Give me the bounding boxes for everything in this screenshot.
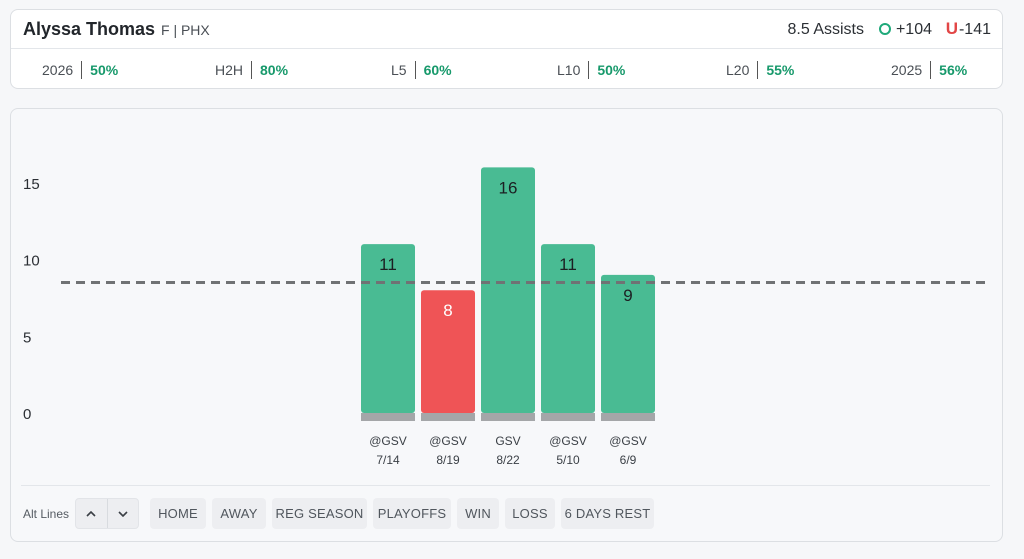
filter-loss-button[interactable]: LOSS: [505, 498, 555, 529]
stat-h2h[interactable]: H2H 80%: [215, 61, 288, 79]
bar-value-label: 11: [379, 255, 397, 274]
x-tick-date: 6/9: [620, 453, 637, 467]
stat-label: 2026: [42, 62, 74, 78]
x-tick-opponent: @GSV: [369, 434, 407, 448]
filter-days-rest-button[interactable]: 6 DAYS REST: [561, 498, 654, 529]
bar-base: [481, 413, 535, 421]
filter-reg-season-button[interactable]: REG SEASON: [272, 498, 367, 529]
divider: [930, 61, 932, 79]
stat-2026[interactable]: 2026 50%: [42, 61, 118, 79]
divider: [21, 485, 990, 486]
alt-line-down-button[interactable]: [106, 499, 138, 528]
bar: [421, 290, 475, 413]
filter-away-button[interactable]: AWAY: [212, 498, 266, 529]
stat-2025[interactable]: 2025 56%: [891, 61, 967, 79]
stat-value: 56%: [939, 62, 968, 78]
divider: [588, 61, 590, 79]
stat-label: L20: [726, 62, 750, 78]
bar-base: [421, 413, 475, 421]
over-odds[interactable]: +104: [895, 21, 932, 38]
y-tick-label: 0: [23, 406, 31, 423]
prop-line-label: 8.5 Assists: [787, 21, 864, 38]
filter-win-button[interactable]: WIN: [457, 498, 499, 529]
bar-value-label: 11: [559, 255, 577, 274]
stat-value: 60%: [423, 62, 452, 78]
bar: [601, 274, 655, 413]
bar: [481, 167, 535, 413]
alt-lines-label: Alt Lines: [23, 507, 70, 521]
bar-value-label: 9: [623, 286, 632, 305]
divider: [81, 61, 83, 79]
divider: [414, 61, 416, 79]
alt-line-up-button[interactable]: [76, 499, 107, 528]
stat-label: H2H: [215, 62, 244, 78]
filter-home-button[interactable]: HOME: [150, 498, 206, 529]
stat-value: 50%: [597, 62, 626, 78]
stat-label: 2025: [891, 62, 923, 78]
bar-value-label: 16: [499, 178, 518, 197]
under-odds[interactable]: -141: [958, 21, 991, 38]
x-tick-opponent: GSV: [495, 434, 520, 448]
alt-lines-stepper: [75, 498, 139, 529]
x-tick-date: 8/22: [496, 453, 520, 467]
x-tick-date: 5/10: [556, 453, 580, 467]
divider: [757, 61, 759, 79]
y-tick-label: 10: [23, 253, 40, 270]
stat-label: L5: [391, 62, 407, 78]
hit-rate-row: 2026 50% H2H 80% L5 60% L10 50% L20 55% …: [11, 50, 1002, 89]
y-tick-label: 15: [23, 176, 40, 193]
player-position-team: F | PHX: [161, 22, 210, 38]
bar-base: [541, 413, 595, 421]
prop-header: Alyssa Thomas F | PHX 8.5 Assists +104 U…: [11, 10, 1002, 49]
stat-value: 80%: [260, 62, 289, 78]
stat-value: 50%: [90, 62, 119, 78]
filter-playoffs-button[interactable]: PLAYOFFS: [373, 498, 451, 529]
divider: [251, 61, 253, 79]
bar: [361, 244, 415, 413]
prop-header-card: Alyssa Thomas F | PHX 8.5 Assists +104 U…: [10, 9, 1003, 89]
filter-bar: Alt Lines HOME AWAY REG SEASON PLAYOFFS …: [11, 485, 1002, 542]
x-tick-date: 7/14: [376, 453, 400, 467]
player-name: Alyssa Thomas: [23, 19, 156, 39]
over-icon[interactable]: [879, 23, 891, 35]
game-log-chart: 0 5 10 15 11 @GSV 7/14 8 @GSV 8/19 16 GSV 8/22 11 @GSV…: [23, 167, 986, 467]
x-tick-opponent: @GSV: [429, 434, 467, 448]
stat-l20[interactable]: L20 55%: [726, 61, 794, 79]
stat-label: L10: [557, 62, 581, 78]
x-tick-date: 8/19: [436, 453, 460, 467]
game-log-chart-card: 0 5 10 15 11 @GSV 7/14 8 @GSV 8/19 16 GSV 8/22 11 @GSV…: [10, 108, 1003, 542]
bar: [541, 244, 595, 413]
bar-base: [601, 413, 655, 421]
x-tick-opponent: @GSV: [609, 434, 647, 448]
under-icon[interactable]: U: [945, 19, 958, 38]
y-tick-label: 5: [23, 329, 31, 346]
stat-l5[interactable]: L5 60%: [391, 61, 452, 79]
chevron-down-icon: [118, 510, 128, 517]
bar-value-label: 8: [443, 301, 452, 320]
chevron-up-icon: [86, 510, 97, 517]
stat-value: 55%: [766, 62, 795, 78]
stat-l10[interactable]: L10 50%: [557, 61, 625, 79]
bar-base: [361, 413, 415, 421]
x-tick-opponent: @GSV: [549, 434, 587, 448]
